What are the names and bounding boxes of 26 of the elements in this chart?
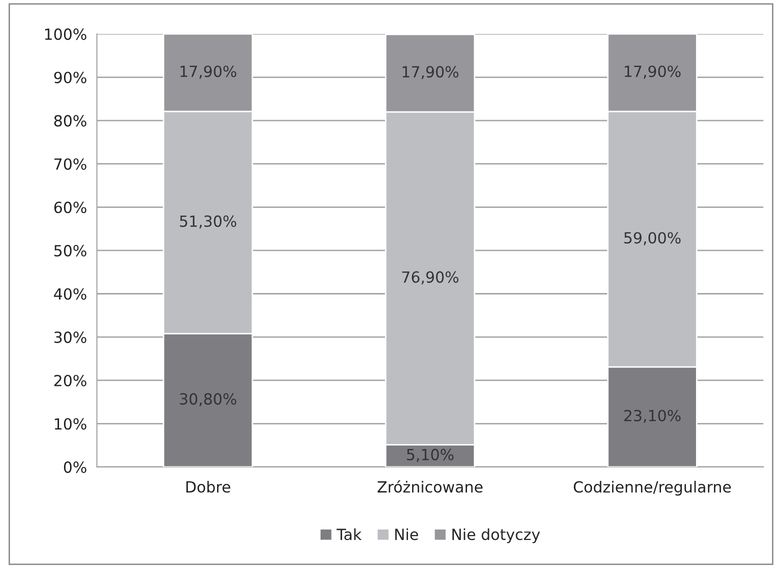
legend-label: Nie [395, 528, 418, 540]
y-tick-label: 80% [54, 115, 86, 127]
y-tick-label: 0% [64, 461, 86, 473]
x-tick-label: Dobre [186, 480, 230, 493]
y-tick-label: 60% [54, 202, 86, 214]
data-label: 51,30% [180, 215, 236, 229]
y-tick-label: 10% [54, 418, 86, 430]
data-label: 30,80% [180, 393, 236, 406]
y-tick-label: 20% [54, 374, 86, 386]
data-label: 17,90% [624, 66, 681, 79]
y-tick-label: 90% [54, 72, 86, 84]
y-tick-label: 30% [54, 332, 86, 344]
y-tick-label: 100% [45, 28, 86, 40]
data-label: 59,00% [624, 232, 681, 246]
data-label: 17,90% [180, 66, 236, 79]
y-tick-label: 70% [54, 158, 86, 170]
data-label: 23,10% [624, 410, 681, 423]
x-tick-label: Codzienne/regularne [574, 480, 731, 496]
y-tick-label: 50% [54, 244, 86, 256]
legend-label: Tak [336, 528, 362, 540]
data-label: 17,90% [402, 66, 458, 80]
y-tick-label: 40% [54, 288, 86, 300]
x-tick-label: Zróżnicowane [378, 480, 483, 493]
data-label: 5,10% [407, 448, 454, 462]
data-label: 76,90% [402, 271, 458, 284]
legend-label: Nie dotyczy [452, 528, 540, 544]
